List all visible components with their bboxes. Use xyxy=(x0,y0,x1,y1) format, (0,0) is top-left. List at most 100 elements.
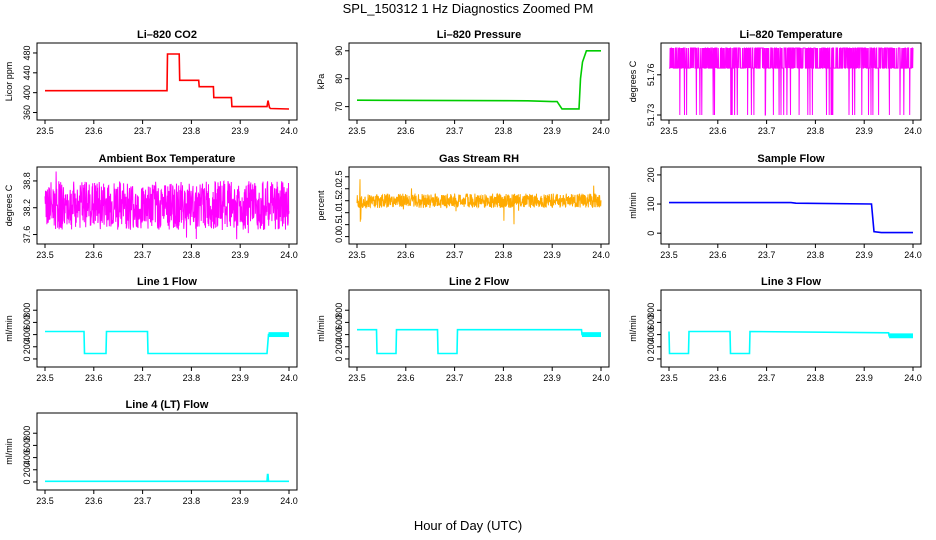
x-tick-label: 24.0 xyxy=(904,126,922,136)
y-tick-label: 200 xyxy=(646,339,656,354)
x-tick-label: 23.5 xyxy=(36,126,54,136)
x-tick-label: 23.7 xyxy=(446,250,464,260)
plot-frame xyxy=(348,166,610,245)
x-tick-label: 23.5 xyxy=(348,126,366,136)
plot-frame xyxy=(36,412,298,491)
x-tick-label: 23.6 xyxy=(85,373,103,383)
x-tick-label: 23.9 xyxy=(543,126,561,136)
y-tick-label: 1.0 xyxy=(334,206,344,219)
y-axis-label: kPa xyxy=(316,74,326,90)
x-tick-label: 23.9 xyxy=(231,250,249,260)
noise-band xyxy=(889,333,913,339)
x-tick-label: 23.8 xyxy=(495,126,513,136)
y-tick-label: 0 xyxy=(646,356,656,361)
x-tick-label: 23.7 xyxy=(134,126,152,136)
panel-6: Sample Flow 23.5 23.6 23.7 23.8 23.9 24.0 0 100 2… xyxy=(628,153,922,260)
y-tick-label: 600 xyxy=(22,438,32,453)
x-tick-label: 24.0 xyxy=(592,126,610,136)
x-tick-label: 23.6 xyxy=(85,496,103,506)
series-line xyxy=(45,53,290,110)
series-line xyxy=(668,330,913,355)
x-tick-label: 23.5 xyxy=(660,373,678,383)
x-tick-label: 23.6 xyxy=(397,250,415,260)
y-tick-label: 400 xyxy=(22,85,32,100)
x-tick-label: 23.9 xyxy=(543,250,561,260)
x-tick-label: 23.8 xyxy=(807,250,825,260)
panel-7: Line 1 Flow 23.5 23.6 23.7 23.8 23.9 24.0 0 2004… xyxy=(4,276,298,383)
y-axis-label: ml/min xyxy=(628,315,638,342)
y-tick-label: 800 xyxy=(334,303,344,318)
x-tick-label: 23.9 xyxy=(231,126,249,136)
series-line xyxy=(45,330,289,355)
series-line xyxy=(44,171,290,240)
x-tick-label: 23.9 xyxy=(231,373,249,383)
series-line xyxy=(356,50,601,110)
y-tick-label: 800 xyxy=(22,303,32,318)
y-axis-label: degrees C xyxy=(628,60,638,102)
x-tick-label: 23.8 xyxy=(807,373,825,383)
plot-frame xyxy=(348,289,610,368)
y-tick-label: 37.6 xyxy=(22,226,32,244)
panel-8: Line 2 Flow 23.5 23.6 23.7 23.8 23.9 24.0 0 2004… xyxy=(316,276,610,383)
x-tick-label: 23.5 xyxy=(660,250,678,260)
x-tick-label: 23.7 xyxy=(446,373,464,383)
y-tick-label: 0 xyxy=(22,356,32,361)
y-tick-label: 600 xyxy=(334,315,344,330)
y-tick-label: 480 xyxy=(22,45,32,60)
y-axis-label: ml/min xyxy=(628,192,638,219)
panel-10: Line 4 (LT) Flow 23.5 23.6 23.7 23.8 23.9 24.0… xyxy=(4,399,298,506)
x-tick-label: 24.0 xyxy=(280,250,298,260)
x-tick-label: 24.0 xyxy=(280,373,298,383)
series-line xyxy=(669,201,913,234)
panel-title: Li–820 Temperature xyxy=(739,29,842,41)
y-tick-label: 1.5 xyxy=(334,194,344,207)
y-tick-label: 70 xyxy=(334,102,344,112)
series-line xyxy=(357,328,601,355)
x-axis-title: Hour of Day (UTC) xyxy=(413,518,523,533)
x-tick-label: 23.5 xyxy=(36,496,54,506)
x-tick-label: 23.6 xyxy=(709,126,727,136)
y-tick-label: 800 xyxy=(646,303,656,318)
y-tick-label: 400 xyxy=(22,450,32,465)
y-tick-label: 0 xyxy=(646,231,656,236)
y-axis-label: Licor ppm xyxy=(4,62,14,102)
panel-1: Li–820 CO2 23.5 23.6 23.7 23.8 23.9 24.0 360 400… xyxy=(4,29,298,136)
plot-frame xyxy=(36,42,298,121)
y-tick-label: 200 xyxy=(22,462,32,477)
y-tick-label: 51.73 xyxy=(646,104,656,127)
plot-frame xyxy=(348,42,610,121)
x-tick-label: 23.7 xyxy=(134,373,152,383)
y-tick-label: 800 xyxy=(22,426,32,441)
x-tick-label: 24.0 xyxy=(280,126,298,136)
plot-frame xyxy=(660,289,922,368)
y-tick-label: 0 xyxy=(334,356,344,361)
y-tick-label: 400 xyxy=(22,327,32,342)
y-tick-label: 600 xyxy=(22,315,32,330)
y-axis-label: degrees C xyxy=(4,184,14,226)
y-tick-label: 0 xyxy=(22,479,32,484)
panel-title: Li–820 CO2 xyxy=(137,29,197,41)
panel-2: Li–820 Pressure 23.5 23.6 23.7 23.8 23.9 24.0 7… xyxy=(316,29,610,136)
y-tick-label: 0.0 xyxy=(334,230,344,243)
x-tick-label: 23.6 xyxy=(709,250,727,260)
y-tick-label: 200 xyxy=(334,339,344,354)
y-axis-label: ml/min xyxy=(316,315,326,342)
y-tick-label: 100 xyxy=(646,197,656,212)
panel-title: Line 2 Flow xyxy=(449,276,509,288)
y-tick-label: 400 xyxy=(334,327,344,342)
y-axis-label: ml/min xyxy=(4,438,14,465)
x-tick-label: 23.7 xyxy=(134,496,152,506)
panel-title: Line 1 Flow xyxy=(137,276,197,288)
series-line xyxy=(45,473,289,483)
x-tick-label: 23.8 xyxy=(183,373,201,383)
x-tick-label: 23.6 xyxy=(85,126,103,136)
x-tick-label: 23.7 xyxy=(446,126,464,136)
y-axis-label: percent xyxy=(316,190,326,221)
panel-9: Line 3 Flow 23.5 23.6 23.7 23.8 23.9 24.0 0 2004… xyxy=(628,276,922,383)
x-tick-label: 23.5 xyxy=(348,373,366,383)
noise-band xyxy=(581,332,601,338)
x-tick-label: 23.6 xyxy=(709,373,727,383)
panel-3: Li–820 Temperature 23.5 23.6 23.7 23.8 23.9 24… xyxy=(628,29,922,136)
y-tick-label: 51.76 xyxy=(646,64,656,87)
